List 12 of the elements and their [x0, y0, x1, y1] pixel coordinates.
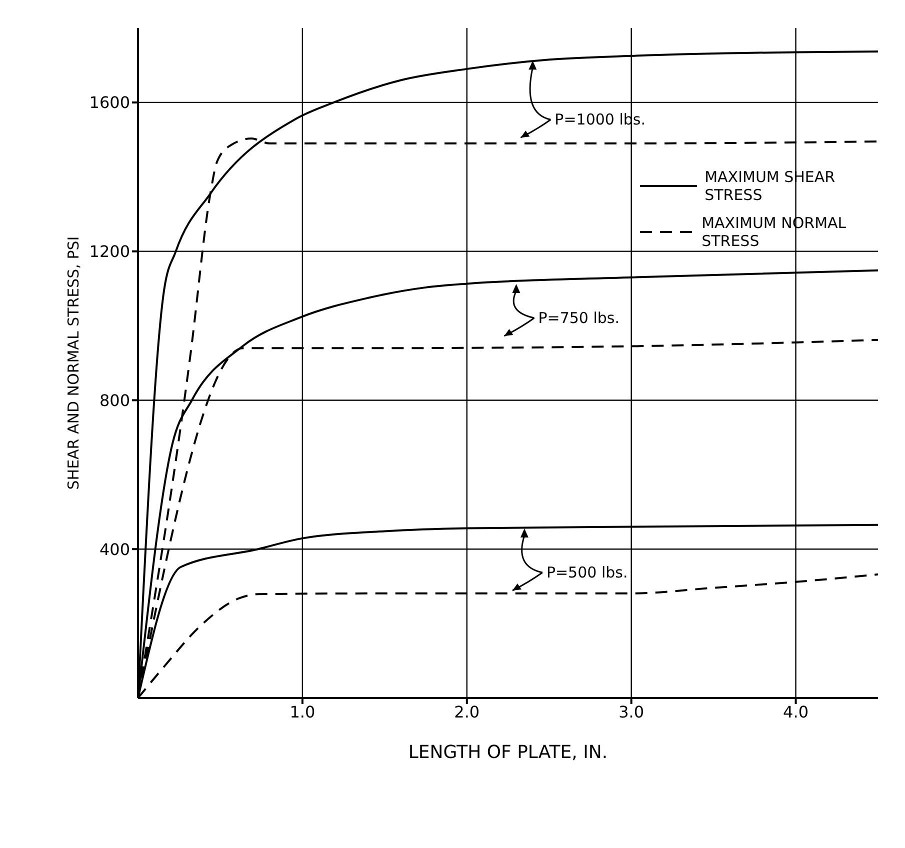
y-tick-label: 400	[99, 540, 130, 559]
y-tick-label: 1600	[89, 93, 130, 112]
x-tick-label: 3.0	[618, 702, 644, 722]
x-tick-label: 4.0	[783, 702, 809, 722]
y-tick-label: 800	[99, 390, 130, 410]
x-tick-label: 2.0	[454, 702, 480, 722]
y-tick-label: 1200	[89, 242, 130, 262]
annotation: P=500 lbs.	[546, 564, 628, 582]
y-axis-title: SHEAR AND NORMAL STRESS, PSI	[64, 236, 82, 490]
x-axis-title: LENGTH OF PLATE, IN.	[408, 742, 608, 763]
annotation: P=750 lbs.	[538, 308, 620, 327]
x-tick-label: 1.0	[290, 702, 316, 722]
